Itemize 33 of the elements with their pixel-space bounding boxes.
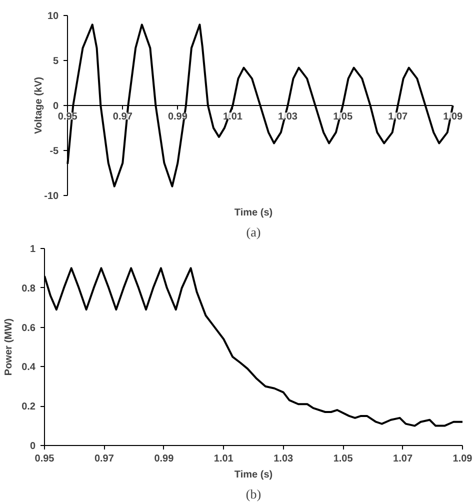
y-tick-label: 0.2: [22, 402, 36, 413]
y-tick-label: 0: [53, 101, 60, 112]
x-tick-label: 0.95: [34, 454, 55, 464]
x-tick-label: 0.95: [58, 112, 78, 122]
x-axis-title: Time (s): [234, 470, 273, 480]
x-tick-label: 0.99: [168, 112, 188, 122]
x-tick-label: 1.01: [222, 112, 243, 122]
x-tick-label: 0.97: [112, 112, 133, 122]
x-tick-label: 1.09: [443, 112, 464, 122]
x-tick-label: 1.07: [388, 112, 408, 122]
x-tick-label: 1.05: [333, 112, 353, 122]
x-tick-label: 1.01: [214, 454, 234, 464]
y-axis-title: Power (MW): [4, 318, 15, 376]
x-tick-label: 1.07: [393, 454, 413, 464]
y-tick-label: -5: [50, 146, 60, 157]
x-tick-label: 1.03: [274, 454, 294, 464]
y-tick-label: 5: [53, 56, 60, 68]
y-tick-label: 0.4: [22, 362, 36, 374]
y-axis-title: Voltage (kV): [34, 76, 44, 134]
x-tick-label: 0.97: [94, 454, 114, 464]
x-tick-label: 1.05: [333, 454, 354, 464]
y-tick-label: -10: [44, 190, 60, 202]
text: (b): [246, 486, 262, 502]
x-tick-label: 0.99: [154, 454, 174, 464]
x-tick-label: 1.09: [452, 454, 473, 464]
y-tick-label: 10: [47, 11, 60, 22]
y-tick-label: 0.6: [22, 322, 36, 334]
text: (a): [246, 224, 261, 240]
x-tick-label: 1.03: [278, 112, 298, 122]
y-tick-label: 0: [30, 441, 36, 452]
y-tick-label: 1: [30, 244, 36, 255]
y-tick-label: 0.8: [22, 283, 36, 294]
x-axis-title: Time (s): [234, 208, 273, 218]
